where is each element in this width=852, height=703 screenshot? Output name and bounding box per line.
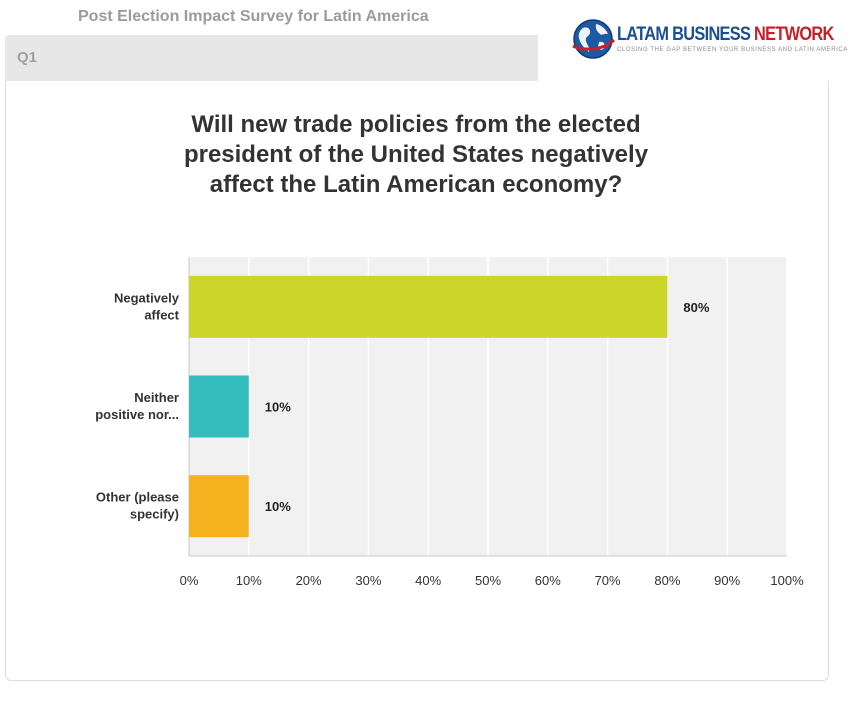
category-label-line: positive nor... [95, 407, 179, 422]
x-tick-label: 0% [180, 573, 199, 588]
category-label-line: affect [144, 307, 179, 322]
bar [189, 475, 249, 538]
data-label: 80% [683, 300, 709, 315]
x-tick-label: 10% [236, 573, 262, 588]
x-tick-label: 50% [475, 573, 501, 588]
data-label: 10% [265, 499, 291, 514]
category-label-line: specify) [130, 507, 179, 522]
logo: LATAM BUSINESS NETWORK CLOSING THE GAP B… [571, 16, 847, 62]
bar [189, 375, 249, 438]
x-tick-label: 40% [415, 573, 441, 588]
category-label-line: Other (please [96, 490, 179, 505]
category-label: Other (please specify) [96, 490, 179, 522]
question-line: president of the United States negativel… [183, 141, 649, 168]
x-tick-label: 90% [714, 573, 740, 588]
logo-wordmark: LATAM BUSINESS NETWORK [617, 24, 834, 45]
question-header: Q1 [5, 35, 538, 81]
question-line: Will new trade policies from the elected [191, 111, 641, 138]
category-label: Negatively affect [114, 290, 180, 322]
x-tick-label: 60% [535, 573, 561, 588]
question-text: Will new trade policies from the elected… [0, 110, 832, 200]
survey-title: Post Election Impact Survey for Latin Am… [78, 8, 429, 25]
bar [189, 275, 668, 338]
x-tick-label: 30% [355, 573, 381, 588]
x-tick-label: 20% [296, 573, 322, 588]
logo-tagline: CLOSING THE GAP BETWEEN YOUR BUSINESS AN… [617, 47, 848, 53]
globe-icon [572, 19, 616, 59]
category-label-line: Negatively [114, 290, 180, 305]
x-tick-label: 100% [770, 573, 804, 588]
data-label: 10% [265, 400, 291, 415]
question-number: Q1 [17, 49, 38, 66]
x-tick-label: 70% [595, 573, 621, 588]
category-label: Neither positive nor... [95, 390, 179, 422]
x-tick-label: 80% [654, 573, 680, 588]
question-line: affect the Latin American economy? [209, 171, 623, 198]
category-label-line: Neither [134, 390, 179, 405]
